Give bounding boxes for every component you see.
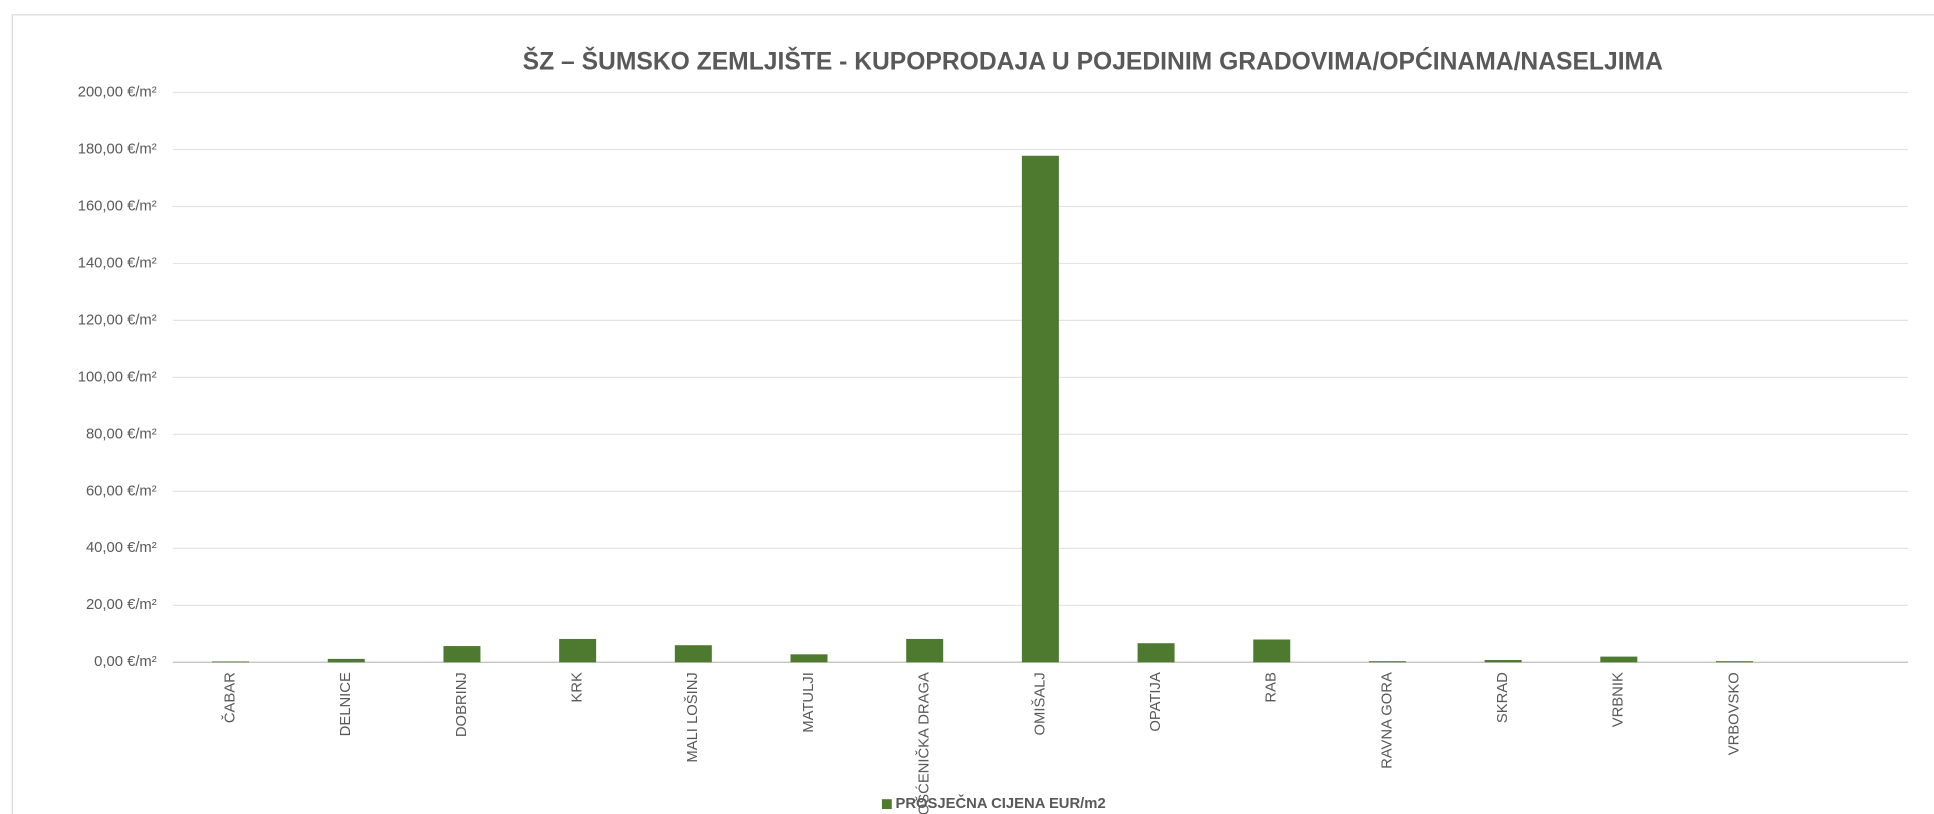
x-tick-label: ČABAR xyxy=(221,672,238,723)
y-tick-label: 200,00 €/m² xyxy=(78,84,157,100)
x-tick-label: RAVNA GORA xyxy=(1379,672,1395,769)
y-tick-label: 140,00 €/m² xyxy=(78,255,157,271)
bar xyxy=(1484,660,1522,663)
x-tick-label: VRBNIK xyxy=(1611,672,1627,727)
bar xyxy=(1253,639,1291,663)
y-tick-label: 180,00 €/m² xyxy=(78,141,157,157)
chart-frame xyxy=(11,14,1934,814)
y-tick-label: 0,00 €/m² xyxy=(94,654,157,670)
x-tick-label: RAB xyxy=(1264,672,1280,703)
bar xyxy=(327,658,365,663)
legend-label: PROSJEČNA CIJENA EUR/m2 xyxy=(895,794,1105,812)
bar xyxy=(212,661,250,663)
bar xyxy=(1716,661,1754,663)
bar xyxy=(1600,656,1638,663)
y-tick-label: 60,00 €/m² xyxy=(86,483,157,499)
chart-title: ŠZ – ŠUMSKO ZEMLJIŠTE - KUPOPRODAJA U PO… xyxy=(523,47,1663,75)
y-tick-label: 80,00 €/m² xyxy=(86,426,157,442)
x-tick-label: OPATIJA xyxy=(1148,672,1164,732)
x-tick-label: OMIŠALJ xyxy=(1031,672,1048,735)
bar xyxy=(1368,661,1406,663)
bar xyxy=(790,654,828,663)
bar xyxy=(1021,155,1059,663)
x-tick-label: MALI LOŠINJ xyxy=(684,672,701,762)
bar xyxy=(443,646,481,663)
x-tick-label: VRBOVSKO xyxy=(1726,672,1742,755)
y-tick-label: 100,00 €/m² xyxy=(78,369,157,385)
y-tick-label: 40,00 €/m² xyxy=(86,540,157,556)
bar xyxy=(559,638,597,663)
y-tick-label: 20,00 €/m² xyxy=(86,597,157,613)
bar xyxy=(674,645,712,663)
x-tick-label: DELNICE xyxy=(338,672,354,736)
y-tick-label: 160,00 €/m² xyxy=(78,198,157,214)
x-tick-label: MATULJI xyxy=(801,672,817,733)
bar xyxy=(1137,643,1175,663)
bar xyxy=(906,638,944,663)
x-tick-label: MOŠĆENIČKA DRAGA xyxy=(916,672,933,814)
y-tick-label: 120,00 €/m² xyxy=(78,312,157,328)
x-tick-label: KRK xyxy=(570,672,586,703)
x-tick-label: DOBRINJ xyxy=(454,672,470,737)
legend-swatch xyxy=(881,799,892,810)
x-tick-label: SKRAD xyxy=(1495,672,1511,723)
